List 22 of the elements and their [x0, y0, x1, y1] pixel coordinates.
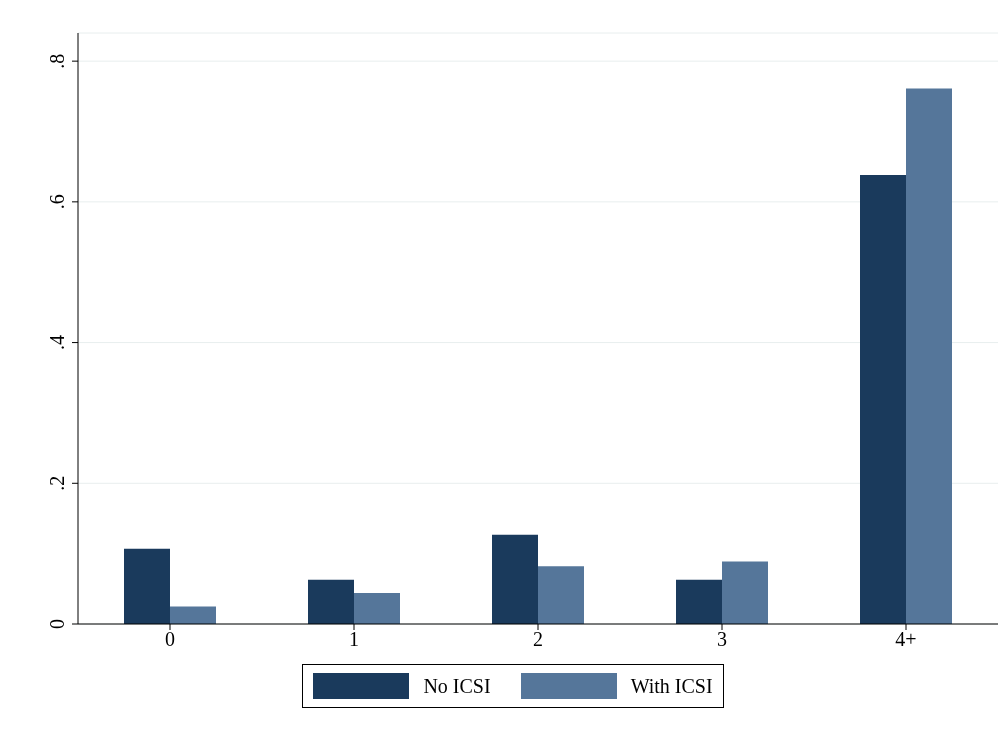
- bar: [676, 579, 722, 624]
- legend-label: With ICSI: [630, 674, 713, 698]
- x-tick-label: 3: [717, 628, 727, 651]
- bar: [906, 88, 952, 624]
- y-tick-label: .4: [46, 335, 68, 351]
- y-tick-label: .8: [46, 53, 68, 69]
- legend-label: No ICSI: [423, 674, 491, 698]
- bar: [170, 606, 216, 624]
- bar: [124, 548, 170, 624]
- bar: [354, 593, 400, 624]
- bar: [860, 175, 906, 624]
- bar: [538, 566, 584, 624]
- y-tick-label: 0: [46, 619, 68, 629]
- bar: [492, 534, 538, 624]
- y-tick-label: .2: [46, 475, 68, 491]
- y-tick-label: .6: [46, 194, 68, 210]
- x-tick-label: 2: [533, 628, 543, 651]
- x-tick-label: 4+: [895, 628, 917, 651]
- bar: [308, 579, 354, 624]
- bar: [722, 561, 768, 624]
- x-tick-label: 1: [349, 628, 359, 651]
- x-tick-label: 0: [165, 628, 175, 651]
